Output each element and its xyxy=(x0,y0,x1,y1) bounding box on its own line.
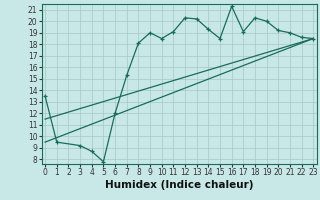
X-axis label: Humidex (Indice chaleur): Humidex (Indice chaleur) xyxy=(105,180,253,190)
